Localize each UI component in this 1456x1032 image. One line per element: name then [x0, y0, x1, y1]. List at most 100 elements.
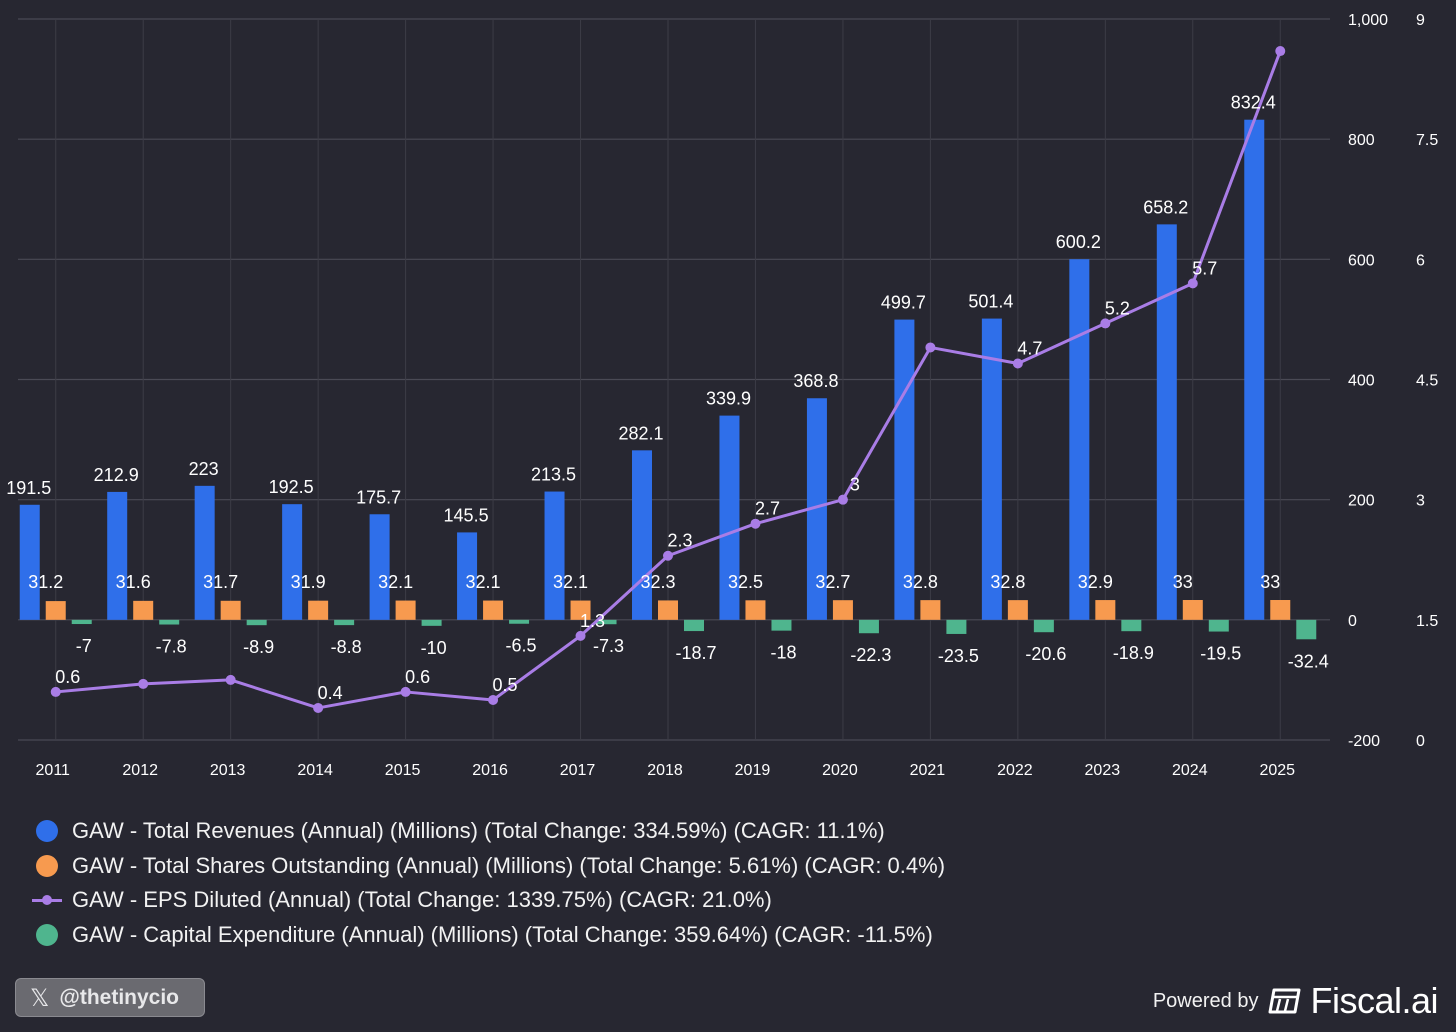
right-axis-tick-label: 1.5: [1416, 613, 1438, 630]
shares-swatch-icon: [36, 854, 58, 877]
shares-bar: [1007, 600, 1028, 620]
shares-bar: [920, 600, 941, 620]
legend-label-shares: GAW - Total Shares Outstanding (Annual) …: [72, 852, 946, 878]
social-handle-badge[interactable]: 𝕏 @thetinycio: [15, 978, 205, 1017]
capex-data-label: -7: [76, 636, 92, 656]
shares-data-label: 32.8: [903, 572, 938, 592]
legend-label-revenue: GAW - Total Revenues (Annual) (Millions)…: [72, 818, 885, 844]
revenue-bar: [632, 450, 652, 620]
shares-data-label: 33: [1260, 572, 1280, 592]
revenue-bar: [1069, 259, 1090, 620]
revenue-data-label: 501.4: [968, 292, 1013, 312]
shares-data-label: 32.8: [990, 572, 1025, 592]
shares-bar: [832, 600, 853, 620]
shares-bar: [45, 601, 66, 620]
revenue-swatch-icon: [36, 820, 58, 843]
shares-bar: [1095, 600, 1116, 620]
revenue-bar: [282, 504, 303, 620]
revenue-data-label: 175.7: [356, 487, 401, 507]
shares-bar: [570, 600, 591, 620]
capex-data-label: -18.7: [675, 643, 716, 663]
shares-data-label: 32.7: [815, 572, 850, 592]
left-axis-tick-label: 800: [1348, 132, 1375, 149]
revenue-data-label: 191.5: [6, 478, 51, 498]
eps-point: [138, 678, 149, 689]
x-axis-tick-label: 2020: [822, 762, 858, 779]
eps-swatch-icon: [32, 889, 62, 911]
powered-by-text: Powered by: [1152, 989, 1259, 1012]
eps-point: [313, 702, 324, 713]
eps-point: [1100, 318, 1111, 329]
eps-data-label: 4.7: [1017, 338, 1042, 358]
capex-bar: [1208, 619, 1229, 632]
legend-item-shares[interactable]: GAW - Total Shares Outstanding (Annual) …: [36, 849, 945, 884]
shares-data-label: 31.7: [203, 572, 238, 592]
legend-item-capex[interactable]: GAW - Capital Expenditure (Annual) (Mill…: [36, 918, 945, 953]
right-axis-tick-label: 7.5: [1416, 132, 1438, 149]
legend-item-eps[interactable]: GAW - EPS Diluted (Annual) (Total Change…: [32, 883, 945, 918]
left-axis-tick-label: -200: [1348, 733, 1380, 750]
revenue-bar: [19, 504, 40, 620]
left-axis-tick-label: 200: [1348, 493, 1375, 510]
eps-data-label: 0.6: [405, 667, 430, 687]
right-axis-tick-label: 4.5: [1416, 373, 1438, 390]
eps-data-label: 1.3: [580, 611, 605, 631]
eps-data-label: 5.7: [1192, 258, 1217, 278]
x-axis-tick-label: 2017: [560, 762, 596, 779]
revenue-bar: [981, 318, 1002, 620]
capex-bar: [771, 619, 792, 631]
left-axis-tick-label: 1,000: [1348, 12, 1388, 29]
capex-bar: [159, 619, 180, 625]
eps-data-label: 2.3: [667, 531, 692, 551]
x-axis-tick-label: 2023: [1085, 762, 1121, 779]
shares-data-label: 31.6: [116, 572, 151, 592]
right-axis-tick-label: 6: [1416, 252, 1425, 269]
eps-point: [1012, 358, 1023, 369]
eps-point: [1275, 46, 1286, 57]
brand-name: Fiscal.ai: [1310, 980, 1438, 1021]
legend-label-eps: GAW - EPS Diluted (Annual) (Total Change…: [72, 887, 772, 913]
right-axis-tick-label: 9: [1416, 12, 1425, 29]
data-labels: 191.5 31.2 -7 212.9 31.6 -7.8 223 31.7 -8.9 192.5…: [6, 93, 1329, 703]
shares-data-label: 33: [1173, 572, 1193, 592]
left-axis-tick-label: 400: [1348, 373, 1375, 390]
revenue-data-label: 658.2: [1143, 197, 1188, 217]
capex-data-label: -19.5: [1200, 644, 1241, 664]
capex-data-label: -7.3: [593, 636, 624, 656]
x-axis-tick-label: 2013: [210, 762, 246, 779]
x-axis-tick-label: 2015: [385, 762, 421, 779]
capex-data-label: -8.8: [331, 637, 362, 657]
legend: GAW - Total Revenues (Annual) (Millions)…: [32, 814, 945, 953]
revenue-data-label: 145.5: [444, 505, 489, 525]
revenue-data-label: 192.5: [269, 477, 314, 497]
capex-data-label: -18: [770, 643, 796, 663]
x-axis-tick-label: 2021: [910, 762, 946, 779]
capex-bar: [509, 619, 530, 624]
capex-bar: [858, 619, 879, 634]
legend-item-revenue[interactable]: GAW - Total Revenues (Annual) (Millions)…: [36, 814, 945, 849]
shares-data-label: 32.9: [1078, 572, 1113, 592]
capex-bar: [1296, 619, 1317, 640]
eps-line-series: [50, 46, 1286, 713]
shares-data-label: 31.9: [291, 572, 326, 592]
capex-bar: [334, 619, 355, 626]
capex-bar: [246, 619, 267, 626]
eps-data-label: 2.7: [755, 499, 780, 519]
bars: [19, 119, 1317, 640]
revenue-data-label: 832.4: [1231, 93, 1276, 113]
shares-data-label: 32.1: [553, 572, 588, 592]
eps-point: [488, 694, 499, 705]
shares-bar: [1270, 600, 1291, 620]
revenue-bar: [1244, 119, 1265, 620]
capex-data-label: -10: [421, 638, 447, 658]
capex-bar: [946, 619, 967, 634]
right-axis-tick-label: 3: [1416, 493, 1425, 510]
shares-bar: [395, 600, 416, 620]
capex-data-label: -20.6: [1025, 644, 1066, 664]
capex-data-label: -7.8: [156, 637, 187, 657]
fiscal-logo-icon: [1268, 988, 1301, 1014]
shares-bar: [745, 600, 766, 620]
revenue-data-label: 339.9: [706, 389, 751, 409]
powered-by[interactable]: Powered by Fiscal.ai: [1152, 980, 1439, 1022]
eps-point: [663, 550, 673, 561]
